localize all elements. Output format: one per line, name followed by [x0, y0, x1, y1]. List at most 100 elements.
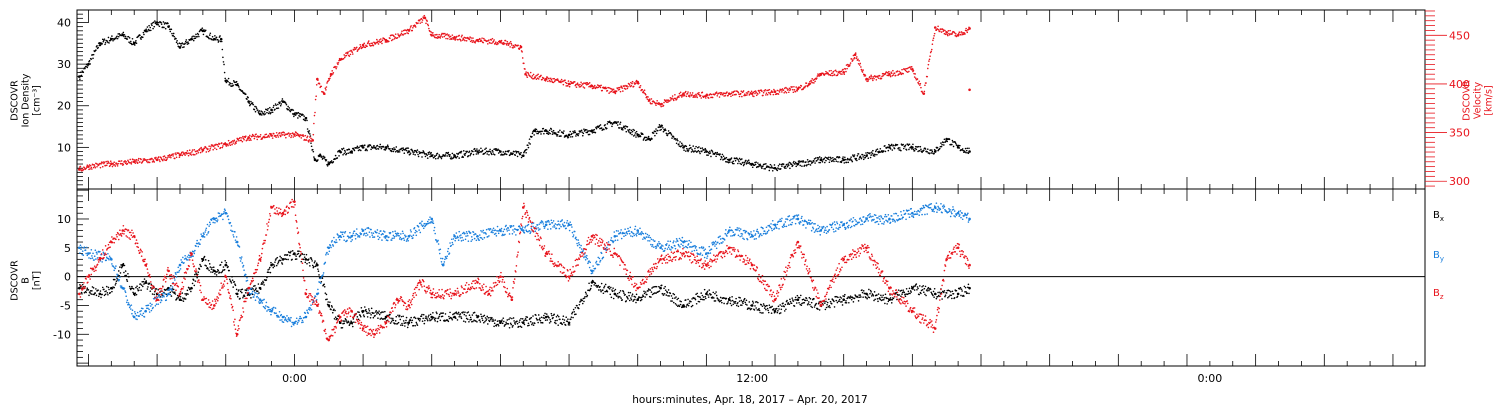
- bottom-series-bx-sample: [508, 326, 511, 329]
- top-series-black-sample: [308, 130, 311, 132]
- top-left-tick-label: 10: [57, 141, 71, 154]
- top-series-red-sample: [670, 99, 672, 101]
- top-series-red-sample: [460, 40, 462, 42]
- top-series-red-sample: [564, 79, 566, 82]
- bottom-series-bx-sample: [520, 317, 522, 320]
- top-series-black-sample: [394, 148, 396, 151]
- top-series-black-sample: [291, 113, 294, 115]
- top-series-black-sample: [421, 151, 424, 154]
- bottom-series-bx-sample: [763, 307, 766, 309]
- top-series-black-sample: [307, 132, 310, 134]
- top-series-red-sample: [569, 83, 571, 86]
- top-series-black-sample: [710, 155, 712, 158]
- bottom-series-bx-sample: [674, 302, 677, 305]
- top-series-black-sample: [402, 147, 404, 149]
- top-series-black-sample: [158, 21, 160, 24]
- top-series-black-sample: [854, 157, 856, 160]
- bottom-series-bx-sample: [480, 313, 482, 316]
- top-series-red-sample: [642, 90, 645, 93]
- top-series-red-sample: [146, 160, 148, 163]
- bottom-series-bx-sample: [702, 296, 705, 298]
- top-series-red-sample: [691, 94, 693, 96]
- top-left-tick-label: 40: [57, 16, 71, 29]
- bottom-series-bx-sample: [396, 322, 399, 325]
- top-series-black-sample: [464, 154, 466, 157]
- top-series-red-sample: [470, 37, 473, 39]
- top-series-black-sample: [642, 133, 644, 136]
- top-series-black-sample: [769, 166, 771, 169]
- bottom-series-bx-sample: [426, 318, 428, 320]
- top-series-black-sample: [759, 164, 762, 167]
- bottom-series-bx-sample: [840, 297, 843, 299]
- top-series-red-sample: [856, 56, 858, 58]
- top-series-black-sample: [117, 35, 120, 38]
- top-series-black-sample: [514, 154, 517, 156]
- top-series-red-sample: [799, 86, 802, 89]
- bottom-series-bx-sample: [222, 266, 225, 268]
- top-series-red-sample: [928, 58, 931, 61]
- bottom-series-bx-sample: [603, 285, 606, 287]
- top-series-red-sample: [255, 133, 257, 135]
- bottom-series-bx-sample: [628, 299, 631, 302]
- top-series-red-sample: [849, 62, 852, 64]
- bottom-series-bx-sample: [221, 270, 224, 273]
- top-series-red-point: [682, 92, 685, 95]
- bottom-series-bx-sample: [147, 286, 149, 288]
- top-series-black-sample: [964, 147, 967, 150]
- bottom-series-bx-sample: [254, 284, 256, 287]
- top-series-red-sample: [707, 97, 710, 99]
- top-series-black-sample: [118, 33, 121, 35]
- top-series-black-sample: [326, 165, 329, 167]
- bottom-series-bx-sample: [833, 306, 836, 308]
- bottom-series-bx-sample: [734, 302, 736, 305]
- top-series-red-sample: [854, 52, 857, 54]
- top-series-red-sample: [786, 87, 788, 90]
- top-series-black-sample: [272, 106, 275, 109]
- top-series-red-sample: [614, 92, 617, 95]
- top-series-black-sample: [525, 151, 527, 154]
- bottom-series-bx-sample: [892, 297, 895, 300]
- bottom-series-bx-sample: [266, 276, 268, 279]
- top-series-black-sample: [719, 153, 721, 155]
- top-series-red-sample: [552, 81, 555, 84]
- top-series-red-sample: [683, 94, 686, 96]
- bottom-series-bx-sample: [112, 278, 115, 281]
- top-series-black-sample: [452, 156, 455, 159]
- bottom-series-bx-sample: [830, 302, 833, 305]
- bottom-series-bx-sample: [487, 316, 490, 319]
- top-series-black-sample: [343, 149, 346, 152]
- top-series-red-sample: [359, 44, 362, 46]
- top-series-black-sample: [359, 149, 362, 152]
- bottom-series-bx-sample: [401, 324, 404, 327]
- top-series-red-sample: [755, 94, 758, 97]
- top-series-black-sample: [662, 130, 665, 133]
- bottom-series-bx-sample: [569, 318, 572, 320]
- bottom-series-bx-sample: [311, 264, 314, 267]
- top-series-red-sample: [457, 38, 459, 41]
- top-series-red-sample: [217, 145, 220, 148]
- bottom-series-bx-sample: [194, 280, 197, 282]
- bottom-series-bx-sample: [232, 286, 234, 288]
- bottom-series-bx-sample: [492, 318, 494, 321]
- top-series-red-sample: [624, 84, 626, 87]
- bottom-series-bx-sample: [795, 298, 798, 301]
- top-series-red-sample: [928, 60, 930, 62]
- bottom-series-bx-sample: [444, 313, 447, 315]
- bottom-series-bx-sample: [523, 323, 526, 326]
- bottom-series-bx-sample: [859, 294, 862, 296]
- bottom-series-bx-sample: [917, 287, 919, 290]
- bottom-series-bx-sample: [672, 292, 674, 295]
- bottom-series-bx-sample: [474, 320, 477, 322]
- bottom-left-tick-label: 5: [64, 242, 71, 255]
- top-series-red-sample: [778, 91, 781, 93]
- top-series-red-sample: [858, 64, 861, 66]
- bottom-series-bx-sample: [664, 289, 667, 291]
- top-series-black-sample: [305, 117, 308, 119]
- top-series-red-sample: [680, 94, 682, 97]
- bottom-series-bx-sample: [762, 312, 764, 314]
- top-series-red-point: [933, 26, 937, 29]
- top-series-black-sample: [373, 144, 375, 147]
- bottom-series-bx-sample: [483, 314, 486, 317]
- top-series-red-sample: [151, 157, 153, 160]
- bottom-series-bx-sample: [263, 284, 265, 286]
